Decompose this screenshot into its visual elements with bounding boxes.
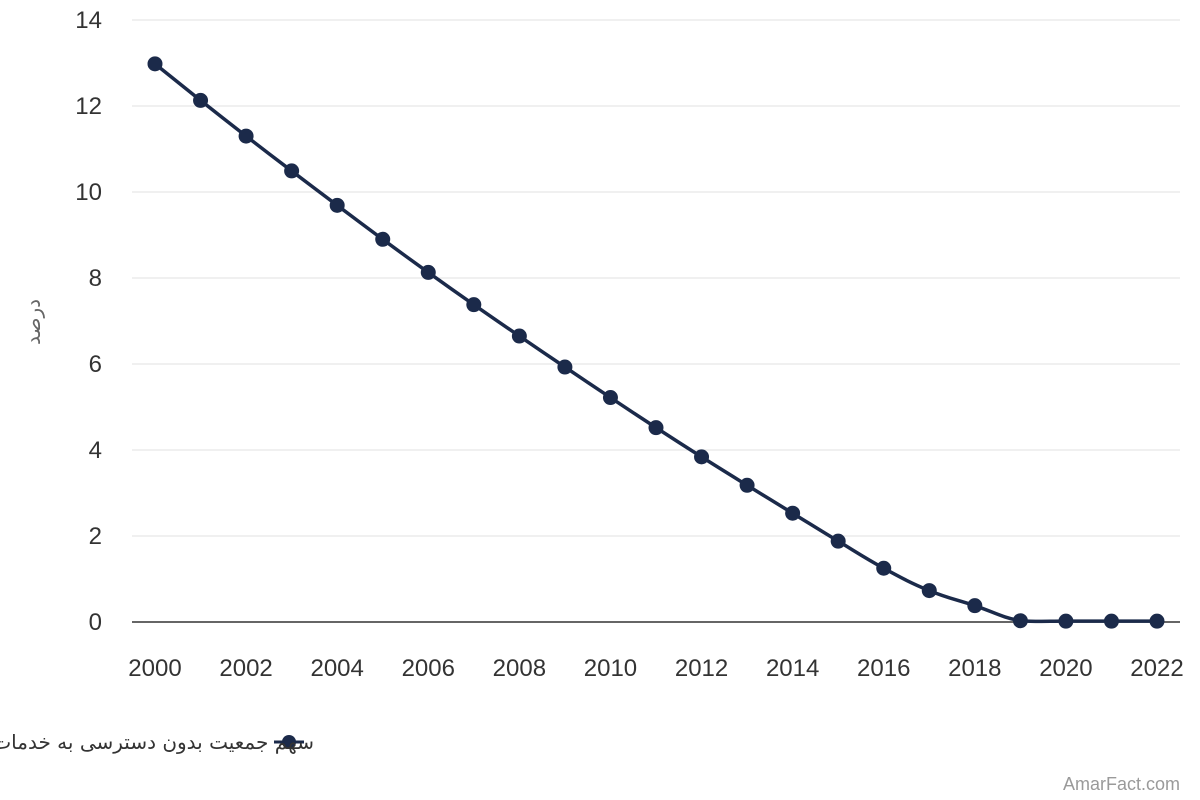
data-point-2011 (648, 420, 664, 436)
x-tick-label: 2012 (675, 655, 728, 682)
data-point-2022 (1149, 613, 1165, 629)
y-tick-label: 10 (75, 179, 102, 206)
data-point-2019 (1012, 613, 1028, 629)
data-point-2004 (329, 197, 345, 213)
legend-marker-dot (282, 735, 296, 749)
data-point-2010 (602, 390, 618, 406)
legend: سهم جمعیت بدون دسترسی به خدمات بهداشتی ب… (0, 730, 314, 754)
grid-lines (132, 19, 1180, 623)
series-group (147, 56, 1165, 629)
x-tick-label: 2010 (584, 655, 637, 682)
x-tick-label: 2020 (1039, 655, 1092, 682)
x-tick-label: 2002 (219, 655, 272, 682)
data-point-2003 (284, 163, 300, 179)
data-point-2006 (420, 264, 436, 280)
data-point-2009 (557, 359, 573, 375)
x-tick-label: 2006 (402, 655, 455, 682)
data-point-2018 (967, 598, 983, 614)
data-point-2007 (466, 297, 482, 313)
series-line (153, 62, 1159, 624)
data-point-2008 (511, 328, 527, 344)
data-point-2015 (830, 533, 846, 549)
data-point-2021 (1103, 613, 1119, 629)
y-tick-label: 12 (75, 93, 102, 120)
y-tick-label: 2 (89, 523, 102, 550)
data-point-2016 (876, 560, 892, 576)
x-tick-label: 2018 (948, 655, 1001, 682)
data-point-2001 (193, 92, 209, 108)
data-point-2017 (921, 583, 937, 599)
y-tick-label: 14 (75, 7, 102, 34)
legend-label: سهم جمعیت بدون دسترسی به خدمات بهداشتی ب… (0, 730, 314, 754)
data-point-2012 (694, 449, 710, 465)
data-point-2000 (147, 56, 163, 72)
y-tick-label: 6 (89, 351, 102, 378)
y-axis-label: درصد (21, 299, 45, 345)
y-tick-label: 0 (89, 609, 102, 636)
x-tick-label: 2004 (310, 655, 363, 682)
x-tick-label: 2008 (493, 655, 546, 682)
watermark: AmarFact.com (1063, 774, 1180, 794)
y-tick-label: 8 (89, 265, 102, 292)
data-point-2002 (238, 128, 254, 144)
y-tick-label: 4 (89, 437, 102, 464)
data-point-2005 (375, 231, 391, 247)
y-axis-ticks: 0 2 4 6 8 10 12 14 (75, 7, 102, 636)
data-point-2014 (785, 505, 801, 521)
x-tick-label: 2014 (766, 655, 819, 682)
x-tick-label: 2000 (128, 655, 181, 682)
x-tick-label: 2022 (1130, 655, 1183, 682)
x-axis-ticks: 2000 2002 2004 2006 2008 2010 2012 2014 2016 2018… (128, 655, 1183, 682)
x-tick-label: 2016 (857, 655, 910, 682)
data-point-2013 (739, 477, 755, 493)
data-point-2020 (1058, 613, 1074, 629)
